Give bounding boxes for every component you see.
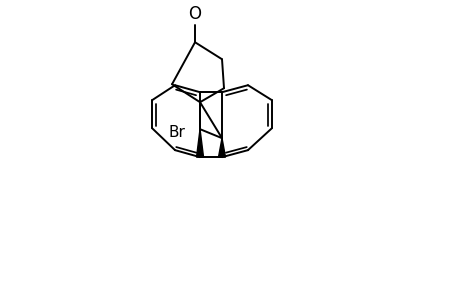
Polygon shape xyxy=(196,129,203,157)
Text: Br: Br xyxy=(168,125,185,140)
Polygon shape xyxy=(218,138,225,157)
Text: O: O xyxy=(188,5,201,23)
